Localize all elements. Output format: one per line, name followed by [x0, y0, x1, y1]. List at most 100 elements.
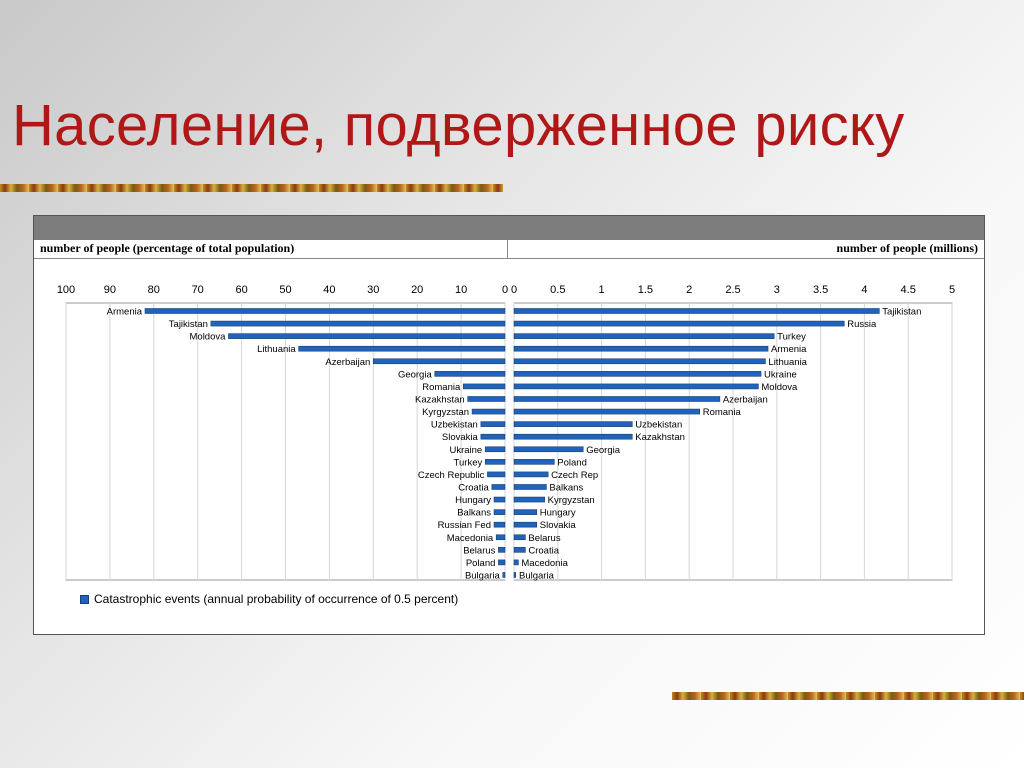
right-bar: [513, 509, 538, 515]
left-bar: [495, 534, 506, 541]
right-chart-header: number of people (millions): [836, 241, 978, 255]
right-tick-label: 3: [774, 284, 780, 296]
right-bar: [513, 320, 845, 327]
right-bar: [513, 383, 759, 390]
left-bar: [480, 421, 506, 427]
right-bar: [513, 433, 633, 440]
right-tick-label: 4: [861, 284, 867, 296]
right-bar-label: Poland: [557, 457, 587, 468]
left-bar: [228, 333, 506, 339]
left-bar: [471, 408, 506, 415]
legend-label: Catastrophic events (annual probability …: [94, 592, 459, 606]
right-tick-label: 4.5: [901, 284, 916, 296]
panel-header-bar: [34, 216, 984, 240]
right-bar-label: Romania: [703, 407, 742, 418]
right-bar: [513, 496, 545, 503]
left-bar: [480, 433, 506, 440]
left-bar-label: Moldova: [190, 332, 227, 343]
right-bar-label: Belarus: [528, 533, 560, 544]
right-bar-label: Czech Rep: [551, 470, 598, 481]
right-bar: [513, 534, 526, 541]
right-tick-label: 0.5: [550, 284, 565, 296]
left-bar-label: Tajikistan: [169, 319, 208, 330]
left-tick-label: 10: [455, 284, 467, 296]
right-bar-label: Croatia: [528, 545, 559, 556]
right-bar: [513, 446, 584, 453]
left-bar-label: Czech Republic: [418, 470, 485, 481]
left-bar-label: Belarus: [463, 545, 495, 556]
right-bar: [513, 308, 880, 314]
left-chart-header: number of people (percentage of total po…: [40, 241, 295, 255]
left-bar: [498, 547, 506, 553]
left-tick-label: 60: [235, 284, 247, 296]
legend: Catastrophic events (annual probability …: [80, 592, 458, 606]
left-bar-label: Croatia: [458, 482, 489, 493]
legend-swatch: [80, 594, 89, 604]
panel-column-headers: number of people (percentage of total po…: [34, 240, 984, 259]
left-bar-label: Hungary: [455, 495, 491, 506]
left-bar: [493, 496, 506, 503]
right-bar-label: Kyrgyzstan: [548, 495, 595, 506]
right-bar-label: Armenia: [771, 344, 807, 355]
left-bar-label: Romania: [422, 382, 461, 393]
left-tick-label: 70: [192, 284, 204, 296]
left-bar: [462, 383, 506, 390]
slide-title: Население, подверженное риску: [12, 93, 905, 158]
left-bar: [210, 320, 506, 327]
left-bar: [144, 308, 506, 314]
right-bar: [513, 459, 555, 465]
right-bar-label: Tajikistan: [882, 307, 921, 318]
right-tick-label: 3.5: [813, 284, 828, 296]
right-bar: [513, 521, 538, 528]
right-bar-label: Hungary: [540, 508, 576, 519]
right-bar: [513, 345, 769, 352]
left-bar: [493, 509, 506, 515]
right-bar: [513, 408, 701, 415]
left-bar: [502, 572, 506, 578]
left-tick-label: 90: [104, 284, 116, 296]
left-bar-label: Georgia: [398, 369, 433, 380]
right-tick-label: 2.5: [725, 284, 740, 296]
left-tick-label: 30: [367, 284, 379, 296]
right-bar: [513, 572, 517, 578]
right-bar-label: Moldova: [761, 382, 798, 393]
header-separator: [507, 240, 508, 258]
left-bar: [484, 459, 506, 465]
decorative-divider-top: [0, 184, 503, 192]
left-bar: [467, 396, 506, 402]
left-bar-label: Macedonia: [447, 533, 494, 544]
right-tick-label: 1: [599, 284, 605, 296]
right-tick-label: 5: [949, 284, 955, 296]
right-bar-label: Bulgaria: [519, 570, 555, 581]
left-bar-label: Poland: [466, 558, 496, 569]
left-bar-label: Ukraine: [449, 445, 482, 456]
left-bar-label: Turkey: [454, 457, 483, 468]
left-tick-label: 0: [502, 284, 508, 296]
left-bar: [491, 484, 506, 490]
left-bar: [493, 521, 506, 528]
right-bar: [513, 547, 526, 553]
left-bar-label: Azerbaijan: [325, 357, 370, 368]
left-bar-label: Uzbekistan: [431, 420, 478, 431]
decorative-divider-bottom: [672, 692, 1024, 700]
right-bar: [513, 421, 633, 427]
left-bar-label: Slovakia: [442, 432, 479, 443]
right-bar-label: Lithuania: [768, 357, 807, 368]
right-bar: [513, 484, 547, 490]
right-bar: [513, 371, 762, 377]
left-tick-label: 50: [279, 284, 291, 296]
left-bar-label: Kazakhstan: [415, 394, 465, 405]
left-bar: [372, 358, 506, 365]
left-tick-label: 40: [323, 284, 335, 296]
left-bar-label: Bulgaria: [465, 570, 501, 581]
left-bar-label: Kyrgyzstan: [422, 407, 469, 418]
right-bar: [513, 396, 721, 402]
left-bar: [498, 559, 506, 566]
right-tick-label: 2: [686, 284, 692, 296]
right-tick-label: 0: [511, 284, 517, 296]
right-bar-label: Balkans: [549, 482, 583, 493]
left-bar-label: Lithuania: [257, 344, 296, 355]
left-tick-label: 80: [148, 284, 160, 296]
left-bar: [298, 345, 506, 352]
right-bar: [513, 559, 519, 566]
